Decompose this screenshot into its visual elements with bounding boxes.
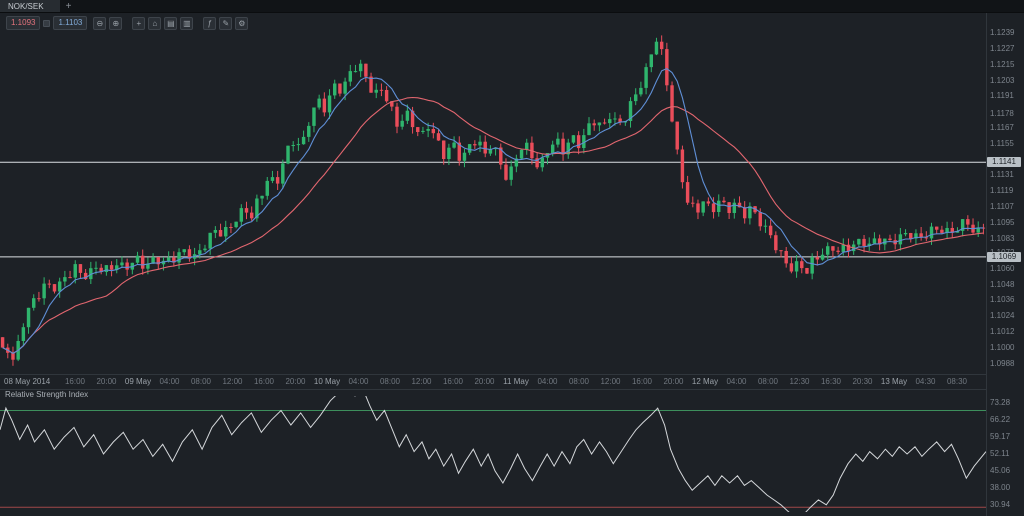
price-tick: 1.1012 (990, 326, 1015, 336)
time-label: 16:00 (253, 377, 275, 386)
price-tick: 1.1107 (990, 201, 1014, 211)
drawing-tools-icon[interactable]: ✎ (219, 16, 233, 30)
chart-settings-icon[interactable]: ⚙ (235, 16, 249, 30)
toolbar-icon-group: ⊖ ⊕ + ⌂ ▤ ▥ ƒ ✎ ⚙ (90, 16, 249, 30)
price-tick: 1.1048 (990, 279, 1015, 289)
time-label: 04:00 (726, 377, 747, 386)
crosshair-icon[interactable]: + (132, 16, 146, 30)
time-label: 08:00 (757, 377, 779, 386)
time-label: 20:00 (474, 377, 495, 386)
time-label: 04:00 (348, 377, 369, 386)
time-label: 16:00 (631, 377, 653, 386)
time-label: 12:00 (600, 377, 621, 386)
time-label: 08:00 (190, 377, 212, 386)
candlestick-chart[interactable] (0, 28, 986, 374)
rsi-tick: 38.00 (990, 482, 1011, 492)
price-tick: 1.1131 (990, 170, 1014, 180)
price-tick: 1.1167 (990, 123, 1014, 132)
ask-price-badge[interactable]: 1.1103 (53, 16, 88, 30)
time-axis[interactable]: 08 May 2014 16:00 20:00 09 May 04:00 08:00 12:… (0, 374, 986, 389)
rsi-axis[interactable]: 73.28 66.22 59.17 52.11 45.06 38.00 30.94 (986, 389, 1024, 516)
axis-separator (986, 13, 987, 516)
rsi-indicator-label[interactable]: Relative Strength Index (5, 390, 89, 399)
time-label: 04:30 (915, 377, 936, 386)
rsi-tick: 30.94 (990, 499, 1011, 509)
price-tick: 1.1203 (990, 75, 1015, 85)
price-tick: 1.1000 (990, 342, 1015, 352)
price-axis[interactable]: 1.1239 1.1227 1.1215 1.1203 1.1191 1.1178 1.11… (986, 13, 1024, 374)
chart-type-icon[interactable]: ▤ (164, 16, 178, 30)
time-label: 13 May (880, 377, 908, 386)
price-tick: 1.1024 (990, 311, 1015, 321)
price-tick: 1.1155 (990, 138, 1014, 148)
price-level-badge[interactable]: 1.1069 (987, 251, 1021, 262)
time-label: 11 May (503, 377, 529, 386)
price-tick: 1.1178 (990, 108, 1014, 118)
zoom-in-icon[interactable]: ⊕ (109, 16, 123, 30)
price-tick: 1.1215 (990, 59, 1015, 69)
chart-time-separator (0, 374, 986, 375)
spread-indicator (43, 19, 51, 27)
chart-toolbar: 1.1093 1.1103 ⊖ ⊕ + ⌂ ▤ ▥ ƒ ✎ ⚙ (6, 16, 249, 30)
time-label: 16:00 (64, 377, 86, 386)
zoom-out-icon[interactable]: ⊖ (93, 16, 107, 30)
indicators-icon[interactable]: ƒ (203, 16, 217, 30)
price-tick: 1.1060 (990, 263, 1015, 273)
time-rsi-separator (0, 389, 986, 390)
bid-price-badge[interactable]: 1.1093 (6, 16, 41, 30)
rsi-tick: 45.06 (990, 465, 1011, 475)
time-label: 08 May 2014 (4, 377, 51, 386)
timeframe-icon[interactable]: ▥ (180, 16, 194, 30)
time-label: 08:30 (946, 377, 968, 386)
rsi-chart[interactable] (0, 396, 986, 512)
tab-bar: NOK/SEK + (0, 0, 1024, 13)
time-label: 09 May (124, 377, 152, 386)
price-tick: 1.1083 (990, 233, 1015, 243)
time-label: 12 May (691, 377, 719, 386)
time-label: 08:00 (379, 377, 401, 386)
time-label: 04:00 (537, 377, 558, 386)
pan-home-icon[interactable]: ⌂ (148, 16, 162, 30)
time-label: 04:00 (159, 377, 180, 386)
time-label: 16:30 (820, 377, 842, 386)
price-level-badge[interactable]: 1.1141 (987, 157, 1021, 168)
time-label: 12:00 (411, 377, 432, 386)
rsi-tick: 59.17 (990, 431, 1011, 441)
price-tick: 1.1191 (990, 91, 1014, 101)
rsi-tick: 73.28 (990, 397, 1011, 407)
time-label: 12:30 (789, 377, 810, 386)
rsi-tick: 66.22 (990, 414, 1011, 424)
price-tick: 1.1239 (990, 28, 1015, 38)
time-label: 10 May (313, 377, 341, 386)
time-label: 20:00 (285, 377, 306, 386)
price-tick: 1.1095 (990, 217, 1015, 227)
price-tick: 1.1036 (990, 295, 1015, 305)
time-label: 12:00 (222, 377, 243, 386)
new-tab-button[interactable]: + (65, 0, 72, 12)
time-label: 08:00 (568, 377, 590, 386)
rsi-tick: 52.11 (990, 448, 1010, 458)
price-tick: 1.1227 (990, 44, 1015, 53)
time-label: 20:30 (852, 377, 873, 386)
tab-nok-sek[interactable]: NOK/SEK (0, 0, 61, 12)
price-tick: 1.0988 (990, 358, 1015, 368)
time-label: 20:00 (96, 377, 117, 386)
time-label: 16:00 (442, 377, 464, 386)
price-tick: 1.1119 (990, 186, 1014, 196)
time-label: 20:00 (663, 377, 684, 386)
